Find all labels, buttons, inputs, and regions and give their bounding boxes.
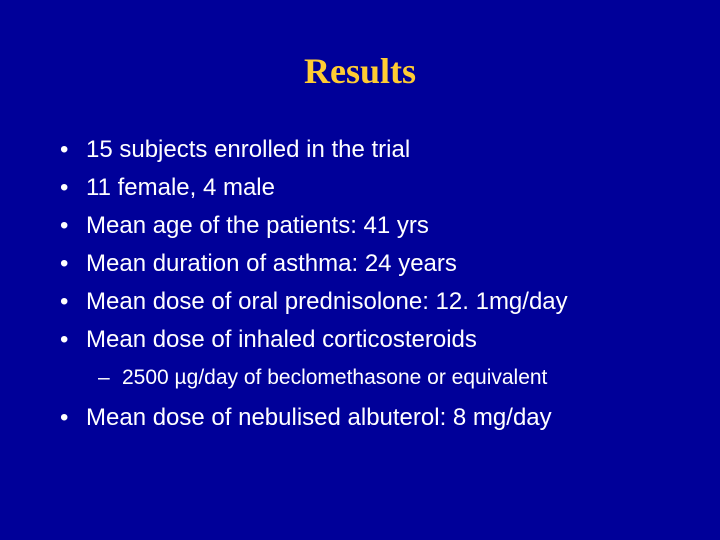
bullet-item: Mean dose of nebulised albuterol: 8 mg/d… xyxy=(50,400,670,436)
bullet-item: 15 subjects enrolled in the trial xyxy=(50,132,670,168)
bullet-item: Mean age of the patients: 41 yrs xyxy=(50,208,670,244)
slide-title: Results xyxy=(50,50,670,92)
bullet-item: Mean dose of oral prednisolone: 12. 1mg/… xyxy=(50,284,670,320)
bullet-item: Mean dose of inhaled corticosteroids xyxy=(50,322,670,358)
bullet-item: 11 female, 4 male xyxy=(50,170,670,206)
bullet-list: 15 subjects enrolled in the trial 11 fem… xyxy=(50,132,670,436)
sub-bullet-item: 2500 µg/day of beclomethasone or equival… xyxy=(50,362,670,394)
bullet-item: Mean duration of asthma: 24 years xyxy=(50,246,670,282)
slide-container: Results 15 subjects enrolled in the tria… xyxy=(0,0,720,540)
